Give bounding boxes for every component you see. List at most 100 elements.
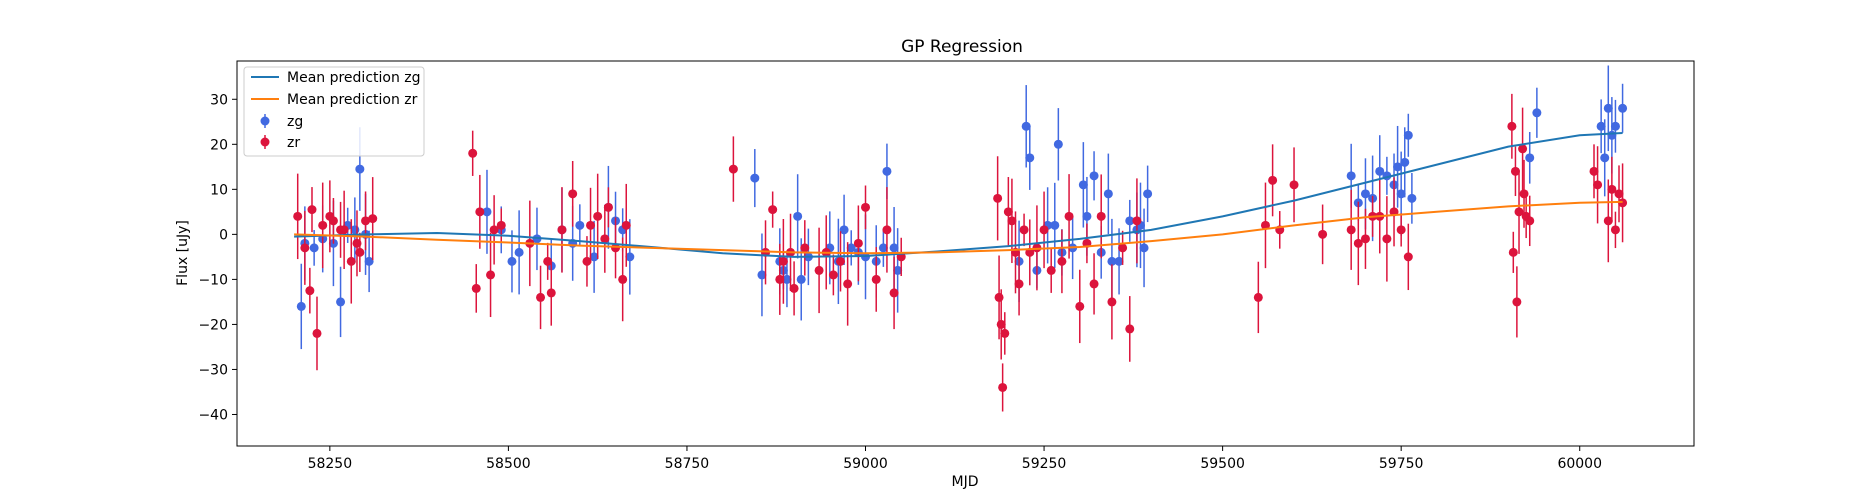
- point-zg: [882, 166, 892, 176]
- point-zr: [800, 243, 810, 253]
- point-zg: [1082, 211, 1092, 221]
- y-axis-ticks: −40 −30 −20 −10 0 10 20 30: [198, 92, 237, 423]
- point-zr: [1039, 225, 1049, 235]
- point-zr: [1075, 301, 1085, 311]
- point-zg: [1610, 121, 1620, 131]
- point-zr: [1607, 184, 1617, 194]
- point-zr: [1593, 180, 1603, 190]
- x-tick-label: 59500: [1200, 456, 1245, 472]
- point-zg: [793, 211, 803, 221]
- point-zg: [1618, 103, 1628, 113]
- point-zr: [1089, 279, 1099, 289]
- point-zr: [1603, 216, 1613, 226]
- point-zr: [836, 256, 846, 266]
- point-zg: [1525, 153, 1535, 163]
- point-zr: [1260, 220, 1270, 230]
- point-zg: [889, 243, 899, 253]
- point-zg: [336, 297, 346, 307]
- point-zr: [586, 220, 596, 230]
- legend-label-zg: zg: [287, 114, 303, 130]
- point-zr: [1514, 207, 1524, 217]
- point-zr: [568, 189, 578, 199]
- point-zr: [339, 225, 349, 235]
- point-zg: [1125, 216, 1135, 226]
- point-zg: [1114, 256, 1124, 266]
- point-zr: [1000, 328, 1010, 338]
- point-zr: [843, 279, 853, 289]
- point-zr: [1318, 229, 1328, 239]
- point-zr: [775, 274, 785, 284]
- point-zr: [1382, 234, 1392, 244]
- point-zr: [355, 247, 365, 257]
- y-tick-label: −40: [198, 407, 228, 423]
- point-zr: [328, 216, 338, 226]
- point-zr: [1507, 121, 1517, 131]
- point-zg: [364, 256, 374, 266]
- point-zg: [1143, 189, 1153, 199]
- point-zr: [789, 283, 799, 293]
- point-zg: [1393, 162, 1403, 172]
- legend-label-zg-line: Mean prediction zg: [287, 70, 421, 86]
- y-tick-label: 10: [210, 182, 228, 198]
- point-zr: [468, 148, 478, 158]
- plot-area: [236, 60, 1695, 447]
- point-zg: [1089, 171, 1099, 181]
- point-zr: [621, 220, 631, 230]
- point-zr: [1396, 225, 1406, 235]
- point-zr: [1614, 189, 1624, 199]
- x-tick-label: 58250: [308, 456, 353, 472]
- chart-title: GP Regression: [901, 37, 1023, 57]
- data-marks: [293, 65, 1628, 412]
- point-zr: [593, 211, 603, 221]
- point-zg: [782, 274, 792, 284]
- point-zr: [994, 292, 1004, 302]
- point-zr: [496, 220, 506, 230]
- series-zr-group: [293, 93, 1628, 412]
- point-zr: [600, 234, 610, 244]
- point-zr: [368, 214, 378, 224]
- point-zr: [1118, 243, 1128, 253]
- legend-zg-marker: [260, 116, 270, 126]
- legend-label-zr-line: Mean prediction zr: [287, 92, 418, 108]
- point-zg: [507, 256, 517, 266]
- y-tick-label: 30: [210, 92, 228, 108]
- point-zr: [768, 205, 778, 215]
- mean-prediction-line-zr: [294, 200, 1623, 255]
- point-zr: [1107, 297, 1117, 307]
- point-zg: [893, 265, 903, 275]
- point-zr: [778, 256, 788, 266]
- mean-prediction-line-zg: [294, 132, 1623, 258]
- x-tick-label: 58750: [665, 456, 710, 472]
- point-zg: [796, 274, 806, 284]
- legend: Mean prediction zg Mean prediction zr zg…: [243, 66, 425, 157]
- point-zr: [489, 225, 499, 235]
- point-zr: [300, 243, 310, 253]
- y-tick-label: −30: [198, 362, 228, 378]
- point-zr: [475, 207, 485, 217]
- point-zg: [1025, 153, 1035, 163]
- legend-label-zr: zr: [287, 135, 300, 151]
- point-zr: [361, 216, 371, 226]
- legend-box: [243, 66, 425, 157]
- point-zr: [486, 270, 496, 280]
- series-zg-group: [296, 65, 1628, 350]
- x-tick-label: 59750: [1379, 456, 1424, 472]
- point-zg: [296, 301, 306, 311]
- point-zr: [1508, 247, 1518, 257]
- point-zr: [611, 243, 621, 253]
- point-zg: [625, 252, 635, 262]
- y-tick-label: −10: [198, 272, 228, 288]
- point-zr: [1125, 324, 1135, 334]
- legend-zr-marker: [260, 137, 270, 147]
- point-zg: [575, 220, 585, 230]
- point-zr: [1353, 238, 1363, 248]
- point-zr: [853, 238, 863, 248]
- point-zr: [603, 202, 613, 212]
- point-zg: [532, 234, 542, 244]
- point-zg: [839, 225, 849, 235]
- point-zr: [543, 256, 553, 266]
- point-zr: [871, 274, 881, 284]
- point-zr: [1360, 234, 1370, 244]
